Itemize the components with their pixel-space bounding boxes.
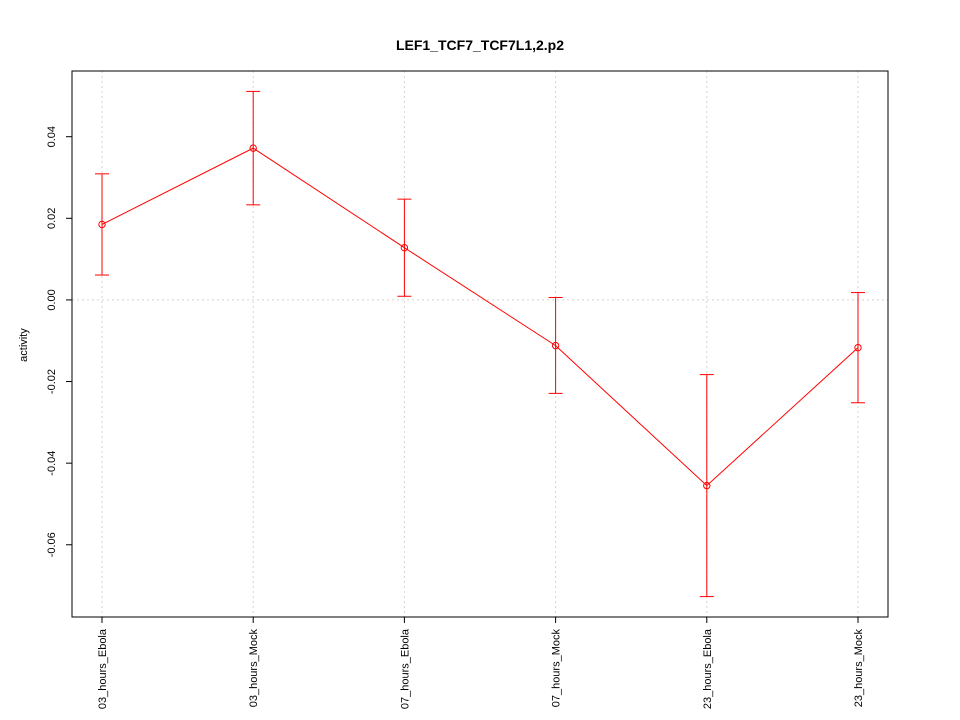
y-tick-label: 0.04 bbox=[46, 126, 58, 147]
data-marks bbox=[95, 90, 865, 598]
data-point bbox=[249, 144, 257, 152]
x-axis: 03_hours_Ebola 03_hours_Mock 07_hours_Ebol… bbox=[97, 617, 865, 709]
chart-title: LEF1_TCF7_TCF7L1,2.p2 bbox=[396, 37, 564, 53]
y-axis: -0.06 -0.04 -0.02 0.00 0.02 0.04 bbox=[46, 126, 72, 557]
y-tick-label: 0.02 bbox=[46, 208, 58, 229]
data-point bbox=[400, 243, 409, 252]
y-tick-label: -0.02 bbox=[46, 369, 58, 394]
data-point bbox=[98, 220, 106, 229]
series-line bbox=[101, 147, 859, 487]
y-axis-label: activity bbox=[18, 328, 30, 362]
x-tick-label: 07_hours_Mock bbox=[551, 629, 563, 708]
plot-frame bbox=[71, 70, 889, 618]
y-tick-label: 0.00 bbox=[46, 289, 58, 310]
x-tick-label: 03_hours_Ebola bbox=[97, 628, 109, 709]
data-point bbox=[854, 343, 862, 352]
x-tick-label: 23_hours_Mock bbox=[853, 629, 865, 708]
grid bbox=[72, 71, 888, 617]
x-tick-label: 03_hours_Mock bbox=[248, 629, 260, 708]
data-point bbox=[551, 341, 560, 350]
x-tick-label: 07_hours_Ebola bbox=[399, 628, 411, 709]
data-point bbox=[703, 481, 711, 490]
x-tick-label: 23_hours_Ebola bbox=[702, 628, 714, 709]
y-tick-label: -0.04 bbox=[46, 451, 58, 476]
y-tick-label: -0.06 bbox=[46, 532, 58, 557]
